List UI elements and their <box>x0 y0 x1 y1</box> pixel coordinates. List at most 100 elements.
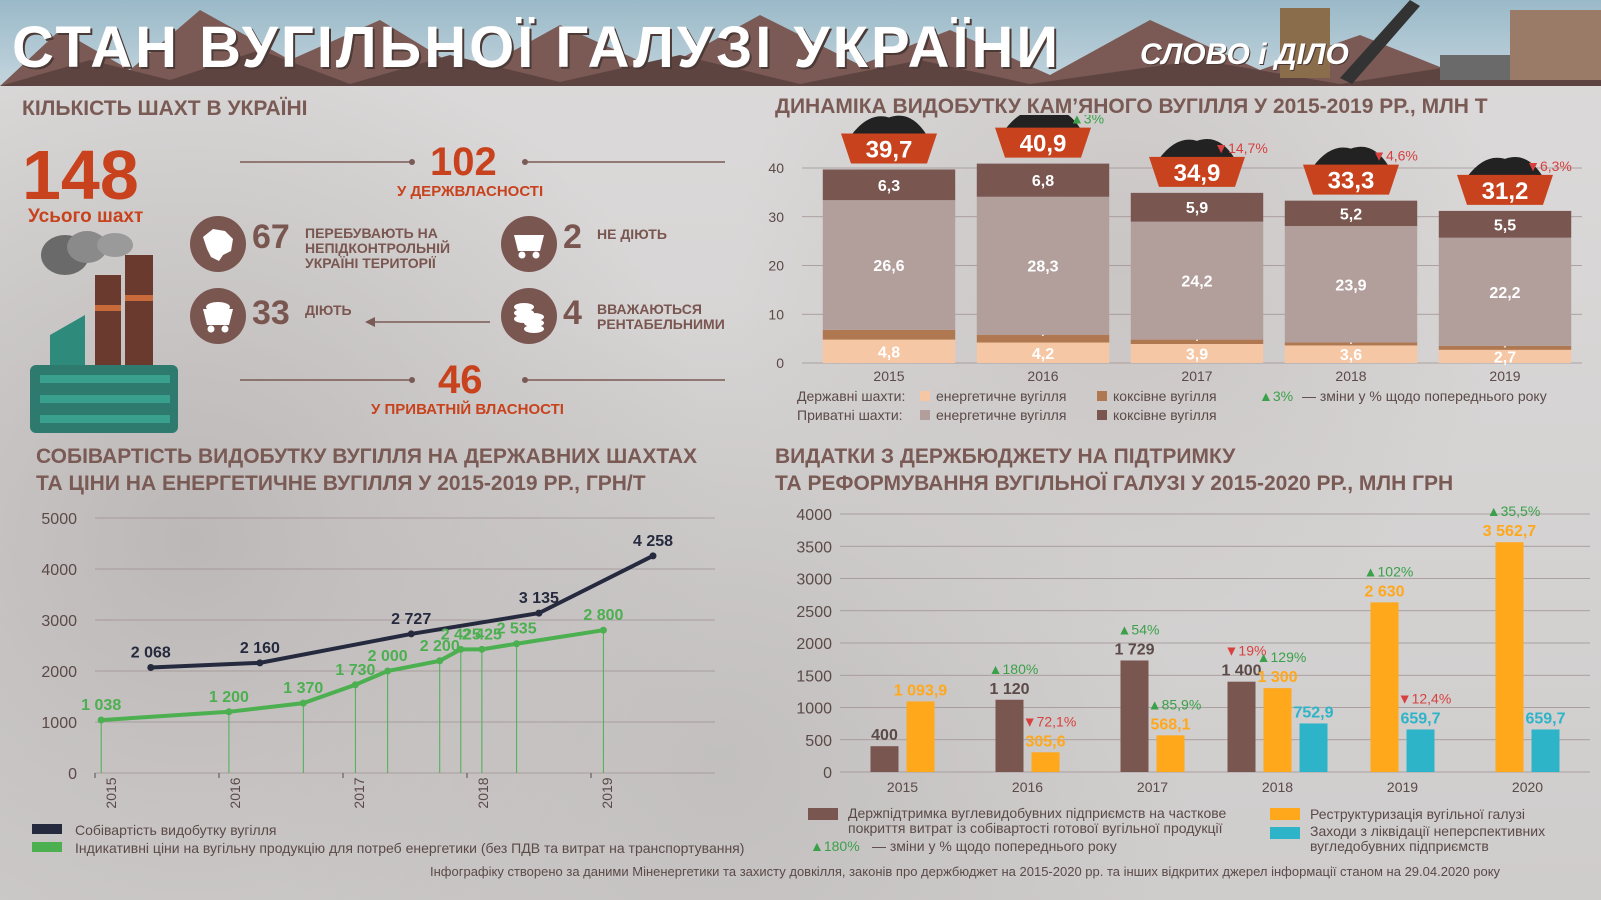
prod-bar-segment <box>1130 221 1264 340</box>
coal-pile-icon <box>1313 146 1389 167</box>
prod-bar-segment <box>822 200 956 330</box>
price-point-label: 2 000 <box>368 648 408 665</box>
cost-ytick: 0 <box>68 766 77 783</box>
prod-total-label: 40,9 <box>1020 131 1067 158</box>
prod-bar-segment <box>976 163 1110 197</box>
budget-change-label: ▲129% <box>1257 649 1307 665</box>
legend-change-sample: ▲3% <box>1259 388 1294 404</box>
prod-segment-label: 28,3 <box>1027 259 1058 276</box>
state-mines-value: 102 <box>430 140 497 184</box>
cost-ytick: 2000 <box>41 664 77 681</box>
price-point <box>97 716 105 724</box>
mountains-illustration <box>0 0 1601 86</box>
budget-bar <box>1263 688 1292 772</box>
budget-change-label: ▲35,5% <box>1487 503 1541 519</box>
prod-change-label: ▼6,3% <box>1526 158 1572 174</box>
prod-bar-segment <box>1284 200 1418 227</box>
prod-ytick: 30 <box>768 209 784 225</box>
coins-icon <box>501 288 557 344</box>
budget-xtick: 2018 <box>1262 779 1293 795</box>
prod-segment-label: 3,6 <box>1340 347 1362 364</box>
legend-cost-label: Собівартість видобутку вугілля <box>75 822 277 838</box>
prod-segment-label: 4,2 <box>1032 346 1054 363</box>
cost-chart: 0 1000 2000 3000 4000 5000 2015 2016 2017 2018 201… <box>41 511 715 809</box>
coal-pile-icon <box>1159 138 1235 159</box>
budget-bar-label: 1 400 <box>1221 663 1261 680</box>
cost-point-label: 2 727 <box>391 611 431 628</box>
budget-chart: 0 500 1000 1500 2000 2500 3000 3500 4000 400 1 093… <box>796 503 1590 795</box>
budget-bar <box>1120 660 1149 772</box>
budget-bar-label: 400 <box>871 727 898 744</box>
private-mines-label: У ПРИВАТНІЙ ВЛАСНОСТІ <box>371 401 564 418</box>
inactive-mines-label: НЕ ДІЮТЬ <box>597 226 667 242</box>
prod-total-label: 34,9 <box>1174 160 1221 187</box>
mine-cart-icon <box>501 216 557 272</box>
budget-xtick: 2015 <box>887 779 918 795</box>
private-mines-value: 46 <box>438 358 483 402</box>
budget-section-title-2: ТА РЕФОРМУВАННЯ ВУГІЛЬНОЇ ГАЛУЗІ У 2015-… <box>775 472 1454 495</box>
budget-bar-label: 568,1 <box>1150 716 1190 733</box>
prod-bar-segment <box>1130 192 1264 222</box>
prod-change-label: ▲3% <box>1070 115 1104 127</box>
prod-ytick: 20 <box>768 258 784 274</box>
prod-bar-segment <box>1284 226 1418 343</box>
prod-bar-segment <box>1438 349 1572 363</box>
budget-change-label: ▼12,4% <box>1398 690 1452 706</box>
budget-ytick: 0 <box>823 765 832 782</box>
budget-ytick: 3500 <box>796 539 832 556</box>
budget-bar <box>906 701 935 772</box>
legend-price-label: Індикативні ціни на вугільну продукцію д… <box>75 840 745 856</box>
prod-change-label: ▼14,7% <box>1214 140 1268 156</box>
price-point-label: 2 800 <box>583 607 623 624</box>
cost-ytick: 3000 <box>41 613 77 630</box>
budget-change-label: ▼19% <box>1225 643 1267 659</box>
budget-ytick: 3000 <box>796 572 832 589</box>
prod-segment-label: 6,8 <box>1032 173 1054 190</box>
legend-liquid-swatch <box>1270 827 1300 839</box>
prod-segment-label: 22,2 <box>1489 285 1520 302</box>
prod-bar-segment <box>822 329 956 340</box>
prod-bar-segment <box>976 342 1110 363</box>
prod-segment-label: 5,9 <box>1186 200 1208 217</box>
cost-point-label: 2 068 <box>131 645 171 662</box>
budget-bar <box>1370 602 1399 772</box>
budget-bar <box>1299 723 1328 772</box>
budget-change-label: ▼72,1% <box>1023 713 1077 729</box>
coal-cart-icon <box>190 288 246 344</box>
uncontrolled-mines-label: ПЕРЕБУВАЮТЬ НА НЕПІДКОНТРОЛЬНІЙ УКРАЇНІ … <box>305 225 451 271</box>
budget-bar <box>1156 735 1185 772</box>
prod-bar-segment <box>1438 345 1572 350</box>
price-point <box>513 640 521 648</box>
prod-total-badge <box>1149 156 1245 187</box>
budget-bar-label: 1 120 <box>989 681 1029 698</box>
legend-restruct-label: Реструктуризація вугільної галузі <box>1310 806 1526 822</box>
state-mines-label: У ДЕРЖВЛАСНОСТІ <box>397 183 544 200</box>
prod-xtick: 2019 <box>1489 368 1520 384</box>
prod-ytick: 0 <box>776 355 784 371</box>
budget-bar-label: 305,6 <box>1025 733 1065 750</box>
prod-bar-segment <box>822 169 956 201</box>
price-point <box>436 657 444 665</box>
cost-point <box>147 664 155 672</box>
legend-state-energy-label: енергетичне вугілля <box>936 388 1067 404</box>
legend-support-swatch <box>808 808 838 820</box>
price-point-label: 1 370 <box>283 680 323 697</box>
prod-xtick: 2015 <box>873 368 904 384</box>
legend-support-label: Держпідтримка вуглевидобувних підприємст… <box>848 805 1227 836</box>
legend-price-swatch <box>32 842 62 852</box>
coal-pile-icon <box>1467 157 1543 177</box>
mines-connectors <box>240 159 725 383</box>
price-point <box>478 645 486 653</box>
price-series-line <box>101 628 604 723</box>
price-point <box>225 708 233 716</box>
legend-state-energy-swatch <box>920 391 930 401</box>
ukraine-map-icon <box>190 216 246 272</box>
prod-bar-segment <box>976 334 1110 343</box>
active-mines-label: ДІЮТЬ <box>305 302 352 318</box>
legend-private-energy-swatch <box>920 410 930 420</box>
legend-private-energy-label: енергетичне вугілля <box>936 407 1067 423</box>
budget-ytick: 1500 <box>796 668 832 685</box>
budget-legend-change-label: — зміни у % щодо попереднього року <box>872 838 1117 854</box>
cost-xtick: 2016 <box>227 777 243 808</box>
budget-bar-label: 1 300 <box>1257 669 1297 686</box>
